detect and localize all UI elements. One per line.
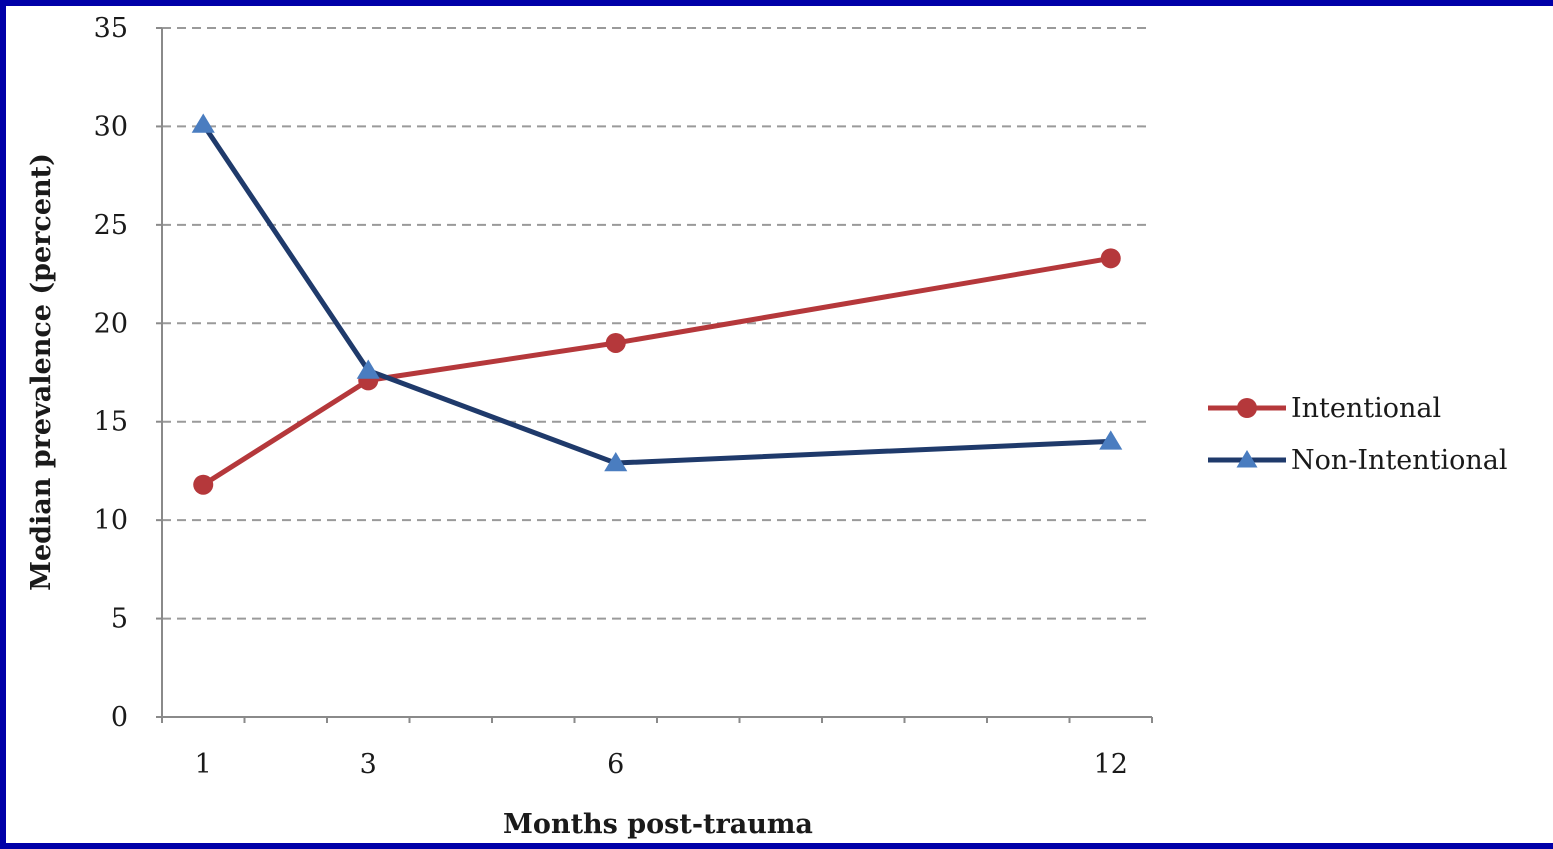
y-tick-label: 35	[94, 13, 128, 44]
data-point	[193, 474, 214, 495]
gridlines	[162, 27, 1152, 620]
x-tick-label: 1	[195, 749, 212, 780]
x-tick-label: 3	[360, 749, 377, 780]
legend-item: Intentional	[1208, 393, 1441, 424]
data-point	[1099, 430, 1123, 450]
y-tick-label: 15	[94, 407, 128, 438]
line-chart: 0 5 10 15 20 25 30 35 1 3 6 12 Median prevalence (…	[26, 13, 1508, 840]
y-tick-label: 20	[94, 308, 128, 339]
data-point	[604, 452, 628, 472]
axes	[156, 27, 1153, 723]
y-tick-label: 10	[94, 505, 128, 536]
x-tick-labels: 1 3 6 12	[195, 749, 1128, 780]
data-point	[605, 332, 626, 353]
chart-canvas: 0 5 10 15 20 25 30 35 1 3 6 12 Median prevalence (…	[6, 6, 1553, 843]
data-point	[191, 113, 215, 133]
legend-marker	[1237, 398, 1257, 418]
legend: Intentional Non-Intentional	[1208, 393, 1508, 476]
legend-item: Non-Intentional	[1208, 445, 1508, 476]
x-axis-title: Months post-trauma	[503, 809, 813, 840]
x-tick-label: 6	[607, 749, 624, 780]
series-line	[201, 123, 1111, 466]
y-tick-label: 0	[111, 702, 128, 733]
series-non-intentional	[191, 113, 1123, 472]
data-point	[356, 359, 380, 379]
y-axis-title: Median prevalence (percent)	[26, 153, 57, 591]
y-tick-label: 25	[94, 210, 128, 241]
legend-label: Intentional	[1291, 393, 1441, 424]
legend-marker	[1236, 450, 1258, 468]
legend-label: Non-Intentional	[1291, 445, 1508, 476]
x-tick-label: 12	[1094, 749, 1128, 780]
y-tick-labels: 0 5 10 15 20 25 30 35	[94, 13, 128, 733]
y-tick-label: 30	[94, 111, 128, 142]
data-point	[1100, 248, 1121, 269]
series	[191, 113, 1123, 495]
series-line	[201, 255, 1112, 487]
y-tick-label: 5	[111, 604, 128, 635]
series-intentional	[193, 248, 1121, 495]
